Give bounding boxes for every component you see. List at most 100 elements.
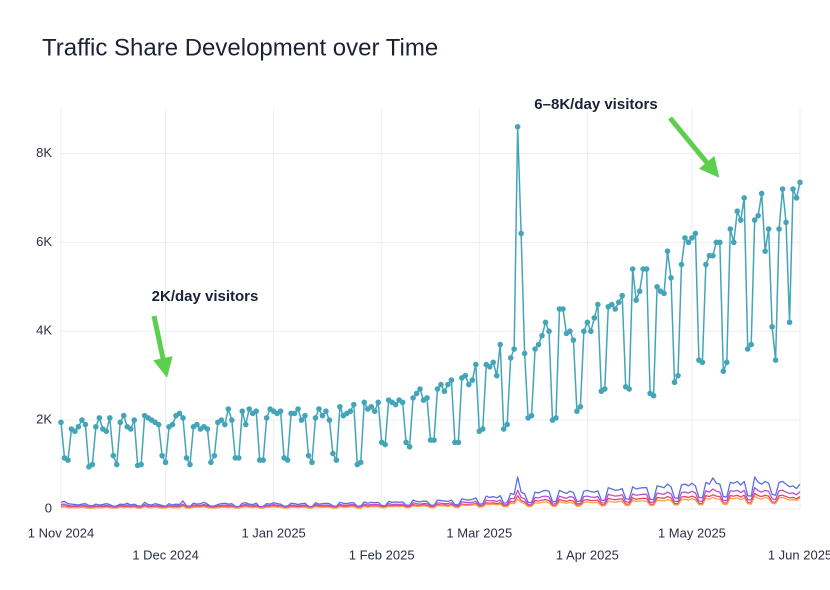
series-line <box>60 487 801 508</box>
data-point <box>570 337 577 343</box>
data-point <box>204 426 211 432</box>
x-tick-label: 1 Mar 2025 <box>446 525 512 540</box>
data-point <box>486 363 493 370</box>
data-point <box>246 406 253 412</box>
data-point <box>786 319 793 326</box>
data-point <box>260 457 266 463</box>
data-point <box>413 390 420 397</box>
data-point <box>295 406 301 412</box>
x-tick-label: 1 Nov 2024 <box>28 525 95 540</box>
data-point <box>772 357 779 363</box>
data-point <box>180 415 186 421</box>
y-tick-label: 8K <box>36 145 52 160</box>
data-point <box>584 319 591 326</box>
series-line <box>60 476 801 508</box>
data-point <box>553 415 559 421</box>
data-point <box>790 186 796 192</box>
data-point <box>235 455 242 461</box>
data-point <box>253 408 260 415</box>
data-point <box>176 410 183 417</box>
data-point <box>316 406 322 412</box>
data-point <box>685 239 692 246</box>
data-point <box>682 235 688 241</box>
data-point <box>309 459 315 466</box>
data-point <box>615 299 622 306</box>
data-point <box>741 195 748 201</box>
data-point <box>211 452 218 459</box>
series-line <box>60 495 801 509</box>
data-point <box>312 415 319 421</box>
data-point <box>284 457 291 463</box>
data-point <box>434 386 441 392</box>
data-point <box>601 386 608 392</box>
data-point <box>417 386 423 392</box>
data-point <box>591 315 598 321</box>
x-tick-label: 1 Jan 2025 <box>241 525 305 540</box>
data-point <box>222 421 228 428</box>
data-point <box>291 410 298 417</box>
data-point <box>169 421 176 428</box>
x-tick-label: 1 Apr 2025 <box>556 547 619 562</box>
data-point <box>643 266 650 272</box>
annotation-arrow <box>151 315 173 378</box>
data-point <box>239 408 246 415</box>
data-point <box>131 417 138 423</box>
data-point <box>410 395 416 401</box>
data-point <box>326 417 333 423</box>
data-point <box>242 421 249 428</box>
data-point <box>127 426 134 432</box>
data-point <box>650 392 657 399</box>
data-point <box>490 359 497 366</box>
data-point <box>636 288 643 295</box>
data-point <box>797 179 803 186</box>
data-point <box>120 412 127 419</box>
data-point <box>138 461 144 468</box>
grid <box>60 109 801 510</box>
annotation: 2K/day visitors <box>152 288 259 305</box>
data-point <box>678 261 685 268</box>
data-point <box>382 441 388 448</box>
data-point <box>535 341 542 348</box>
annotation: 6–8K/day visitors <box>534 96 657 113</box>
y-tick-label: 6K <box>36 234 52 249</box>
data-point <box>58 419 64 426</box>
data-point <box>626 386 632 392</box>
y-tick-label: 0 <box>45 500 52 515</box>
data-point <box>357 459 364 466</box>
data-point <box>438 381 444 388</box>
data-point <box>473 361 479 368</box>
data-point <box>751 217 758 223</box>
data-point <box>218 417 225 423</box>
data-point <box>229 417 235 423</box>
data-point <box>748 341 754 348</box>
data-point <box>521 350 528 357</box>
data-point <box>612 306 619 312</box>
data-point <box>577 403 584 410</box>
data-point <box>493 372 500 379</box>
data-point <box>183 455 190 461</box>
data-point <box>72 428 78 435</box>
data-point <box>671 379 678 386</box>
data-point <box>699 359 706 366</box>
data-point <box>727 226 734 232</box>
data-point <box>330 450 336 457</box>
data-point <box>560 306 566 312</box>
data-point <box>323 408 329 415</box>
data-point <box>518 230 524 237</box>
data-point <box>765 226 772 232</box>
data-point <box>208 459 214 466</box>
data-point <box>89 461 96 468</box>
data-point <box>351 401 357 408</box>
plot <box>58 123 803 509</box>
data-point <box>595 301 601 308</box>
data-point <box>528 412 535 419</box>
data-point <box>371 408 378 415</box>
data-point <box>744 346 751 352</box>
data-point <box>574 408 580 415</box>
data-point <box>755 212 761 219</box>
data-point <box>225 406 232 412</box>
data-point <box>65 457 71 463</box>
data-point <box>514 123 521 130</box>
data-point <box>431 437 437 443</box>
data-point <box>375 399 382 406</box>
